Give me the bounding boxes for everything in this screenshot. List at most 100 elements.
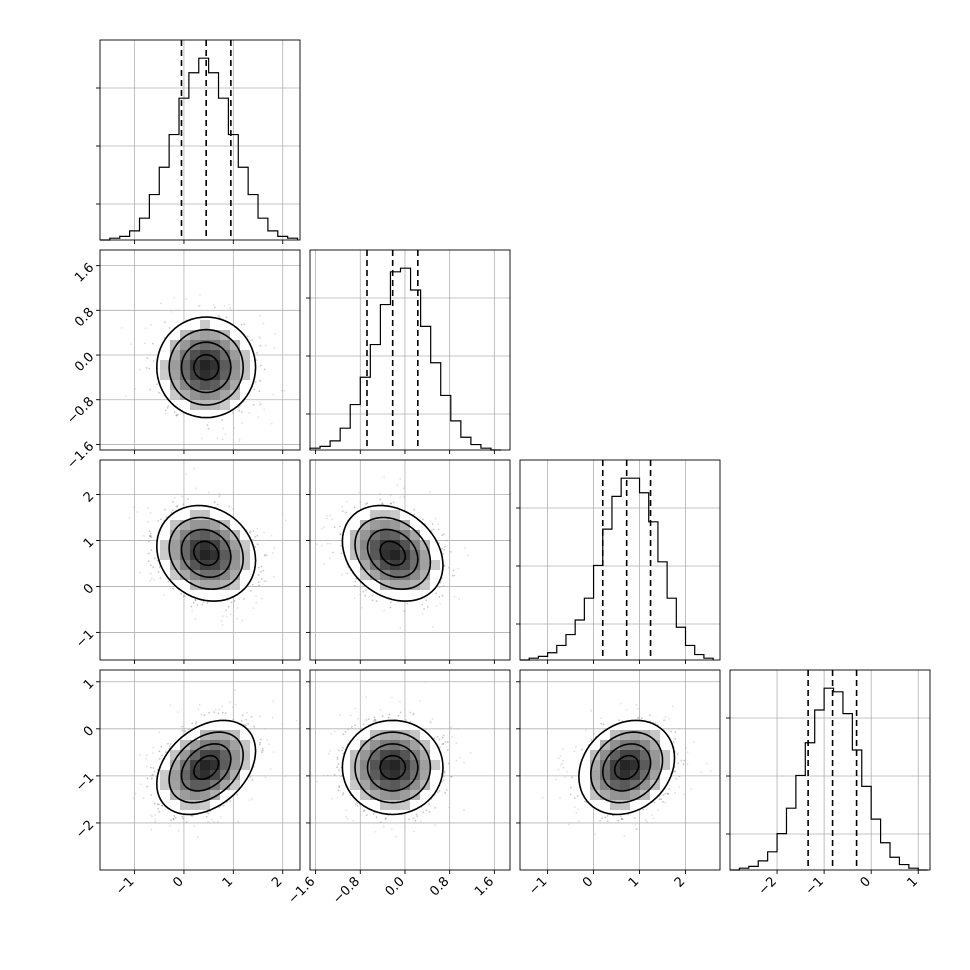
scatter-point [385,817,387,820]
scatter-point [169,824,172,827]
density-blocks [160,730,250,810]
density-cell [390,740,400,750]
density-cell [590,760,600,770]
scatter-point [408,818,410,821]
scatter-point [253,725,256,728]
scatter-point [181,729,184,732]
density-cell [620,780,630,790]
scatter-point [444,741,447,743]
density-cell [180,330,190,340]
density-cell [200,760,210,770]
scatter-point [225,609,228,612]
scatter-point [180,592,183,595]
scatter-point [191,722,194,725]
scatter-point [200,437,203,440]
scatter-point [185,821,188,823]
density-cell [210,380,220,390]
scatter-point [352,819,355,822]
scatter-point [451,574,454,577]
scatter-point [157,808,160,810]
scatter-point [221,615,224,617]
density-cell [600,770,610,780]
scatter-point [264,776,267,779]
panel-frame [99,459,301,661]
scatter-point [637,717,639,719]
density-cell [210,580,220,590]
scatter-point [374,831,377,833]
scatter-point [195,721,198,723]
scatter-point [149,535,152,538]
scatter-point [236,794,239,796]
scatter-point [181,815,184,818]
density-cell [400,770,410,780]
density-cell [390,570,400,580]
density-cell [230,570,240,580]
scatter-point [438,738,441,741]
scatter-point [267,743,270,745]
y-tick-label: 0.0 [72,350,97,375]
density-cell [620,770,630,780]
scatter-point [219,816,222,818]
scatter-point [435,605,438,607]
x-tick-label: −1.6 [285,874,318,907]
scatter-point [336,797,339,799]
scatter-point [455,742,458,745]
scatter-point [229,307,232,310]
scatter-point [160,302,162,305]
scatter-point [238,438,241,440]
density-cell [620,750,630,760]
scatter-point [256,351,258,354]
panel-3-1 [306,669,511,874]
scatter-point [606,820,609,822]
y-tick-label: 1 [81,676,97,692]
scatter-point [206,424,209,427]
density-cell [350,750,360,760]
scatter-point [164,508,166,511]
scatter-point [646,821,648,823]
scatter-point [600,717,603,720]
scatter-point [390,696,393,699]
contour-level-3 [341,504,444,602]
density-cell [390,510,400,520]
scatter-point [633,817,636,819]
scatter-point [251,583,254,586]
scatter-point [601,817,604,820]
scatter-point [438,595,441,598]
density-cell [370,570,380,580]
panel-frame [309,669,511,871]
scatter-point [362,810,365,813]
density-cell [200,780,210,790]
density-cell [400,570,410,580]
scatter-point [150,777,153,780]
density-cell [190,530,200,540]
scatter-point [316,543,318,546]
scatter-point [153,802,156,805]
density-cell [370,730,380,740]
scatter-point [259,743,261,746]
scatter-point [199,294,201,296]
density-cell [190,390,200,400]
scatter-point [220,620,223,622]
scatter-point [172,818,175,821]
panel-1-1 [306,249,511,454]
density-cell [230,360,240,370]
density-cell [400,580,410,590]
scatter-point [168,327,171,329]
scatter-point [652,817,655,820]
scatter-point [541,796,544,799]
y-tick-label: 1 [81,535,97,551]
scatter-point [241,619,244,622]
scatter-point [252,607,255,609]
scatter-point [673,770,676,773]
scatter-point [415,813,418,816]
scatter-point [391,828,393,831]
scatter-point [217,712,220,715]
density-cell [240,350,250,360]
histogram-step [100,57,299,241]
scatter-point [270,422,273,425]
scatter-point [445,789,448,791]
density-cell [190,570,200,580]
x-tick-label: −1 [113,874,137,898]
density-cell [220,730,230,740]
scatter-point [150,577,153,580]
